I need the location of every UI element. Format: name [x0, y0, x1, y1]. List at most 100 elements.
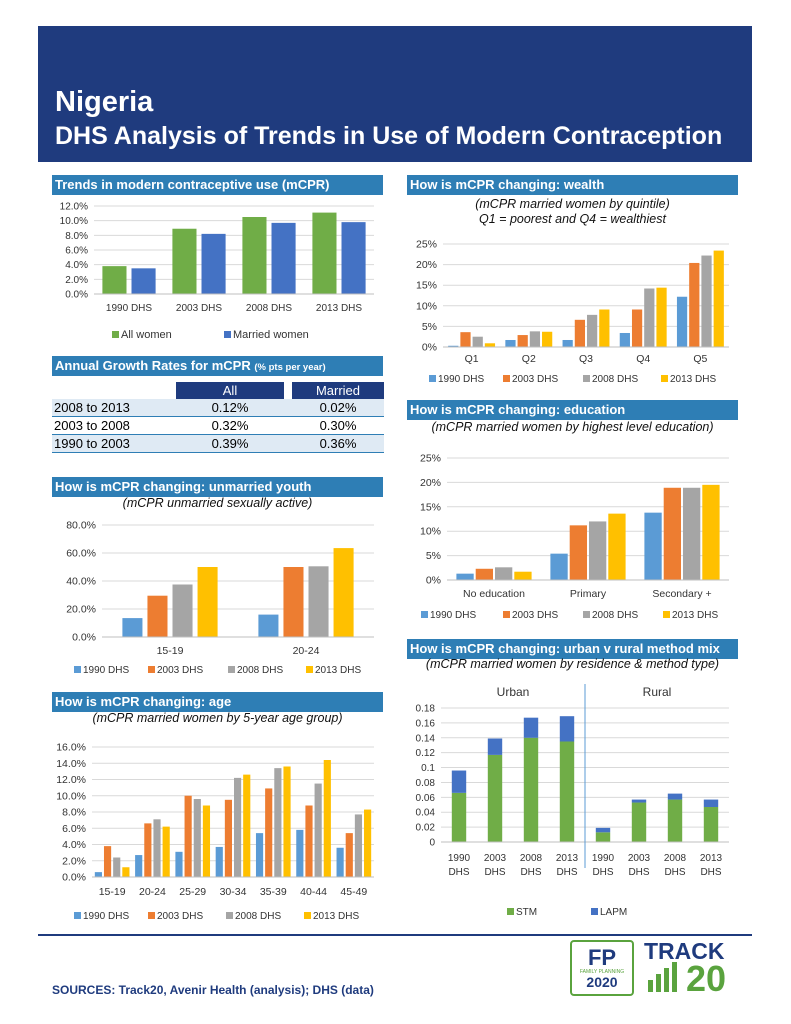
wealth-section-title: How is mCPR changing: wealth	[407, 175, 738, 195]
y-tick-label: 12.0%	[60, 202, 88, 213]
legend-swatch	[148, 666, 155, 673]
fp-logo-sub: FAMILY PLANNING	[579, 969, 625, 975]
urban-rural-section-title: How is mCPR changing: urban v rural meth…	[407, 639, 738, 659]
bar	[595, 832, 611, 842]
bar	[559, 741, 575, 842]
bar	[243, 774, 251, 877]
y-tick-label: 10.0%	[56, 790, 86, 802]
bar	[542, 331, 553, 347]
legend-label: 2003 DHS	[512, 610, 558, 621]
y-tick-label: 0.06	[416, 793, 436, 804]
growth-table: All Married 2008 to 2013 0.12% 0.02% 200…	[52, 382, 384, 453]
x-tick-label: DHS	[448, 867, 469, 878]
bar	[197, 567, 218, 637]
bar	[336, 847, 344, 877]
fp2020-logo: FP FAMILY PLANNING 2020	[570, 940, 634, 996]
x-tick-label: Q5	[693, 353, 707, 365]
legend-swatch	[226, 912, 233, 919]
y-tick-label: 0.18	[416, 704, 436, 715]
x-tick-label: 2003 DHS	[176, 303, 222, 314]
x-tick-label: 45-49	[340, 886, 367, 898]
legend-swatch	[591, 908, 598, 915]
bar	[147, 595, 168, 637]
legend-swatch	[429, 375, 436, 382]
y-tick-label: 0.14	[416, 733, 436, 744]
bar	[312, 212, 337, 294]
x-tick-label: DHS	[556, 867, 577, 878]
legend-label: Married women	[233, 329, 309, 341]
legend-label: 2013 DHS	[315, 665, 361, 676]
x-tick-label: DHS	[628, 867, 649, 878]
bar	[354, 814, 363, 877]
x-tick-label: Q2	[522, 353, 536, 365]
bar	[559, 716, 575, 742]
y-tick-label: 15%	[416, 280, 437, 292]
bar	[308, 566, 329, 637]
x-tick-label: 20-24	[139, 886, 166, 898]
y-tick-label: 0.02	[416, 823, 436, 834]
fp-logo-text: FP	[587, 945, 617, 970]
bar	[676, 296, 688, 347]
bar	[505, 339, 516, 347]
y-tick-label: 6.0%	[62, 823, 86, 835]
bar	[323, 760, 331, 877]
country-title: Nigeria	[55, 86, 154, 118]
bar	[644, 288, 655, 347]
y-tick-label: 0.0%	[65, 290, 88, 301]
y-tick-label: 16.0%	[56, 742, 86, 754]
bar	[122, 618, 143, 637]
bar	[562, 339, 573, 347]
row-label: 2003 to 2008	[52, 416, 176, 435]
legend-swatch	[503, 375, 510, 382]
bar	[631, 799, 647, 803]
bar	[144, 823, 152, 877]
bar	[667, 793, 683, 800]
bar	[487, 754, 503, 842]
bar	[94, 872, 102, 877]
bar	[523, 737, 539, 842]
legend-label: 1990 DHS	[438, 374, 484, 385]
row-married: 0.36%	[292, 434, 384, 453]
legend-label: LAPM	[600, 907, 627, 918]
y-tick-label: 0.08	[416, 778, 436, 789]
bar	[713, 250, 724, 347]
legend-label: 1990 DHS	[430, 610, 476, 621]
row-label: 1990 to 2003	[52, 434, 176, 453]
growth-title-units: (% pts per year)	[254, 362, 326, 373]
x-tick-label: Q1	[465, 353, 479, 365]
y-tick-label: 0.0%	[62, 872, 86, 884]
legend-label: 2008 DHS	[592, 610, 638, 621]
x-tick-label: 2013	[556, 853, 579, 864]
sources-text: SOURCES: Track20, Avenir Health (analysi…	[52, 983, 374, 997]
legend-label: 2013 DHS	[672, 610, 718, 621]
y-tick-label: 2.0%	[65, 275, 88, 286]
x-tick-label: 2003	[628, 853, 651, 864]
legend-swatch	[421, 611, 428, 618]
bar	[703, 807, 719, 842]
bar	[475, 568, 493, 580]
legend-label: STM	[516, 907, 537, 918]
bar	[283, 567, 304, 637]
legend-swatch	[112, 331, 119, 338]
y-tick-label: 15%	[420, 501, 441, 513]
row-married: 0.30%	[292, 416, 384, 435]
age-subtitle: (mCPR married women by 5-year age group)	[92, 711, 343, 725]
bar	[103, 846, 112, 877]
youth-section-title: How is mCPR changing: unmarried youth	[52, 477, 383, 497]
track20-logo: TRACK 20	[640, 938, 750, 999]
y-tick-label: 0.1	[421, 763, 435, 774]
row-married: 0.02%	[292, 399, 384, 417]
y-tick-label: 0.0%	[72, 632, 96, 644]
y-tick-label: 14.0%	[56, 758, 86, 770]
y-tick-label: 25%	[416, 239, 437, 251]
bar	[202, 805, 211, 877]
bar	[595, 827, 611, 833]
bar	[495, 567, 513, 580]
x-tick-label: 2008 DHS	[246, 303, 292, 314]
bar	[305, 805, 313, 877]
y-tick-label: 5%	[426, 550, 441, 562]
y-tick-label: 0.12	[416, 748, 436, 759]
legend-label: 2003 DHS	[512, 374, 558, 385]
bar	[569, 525, 587, 580]
x-tick-label: DHS	[700, 867, 721, 878]
